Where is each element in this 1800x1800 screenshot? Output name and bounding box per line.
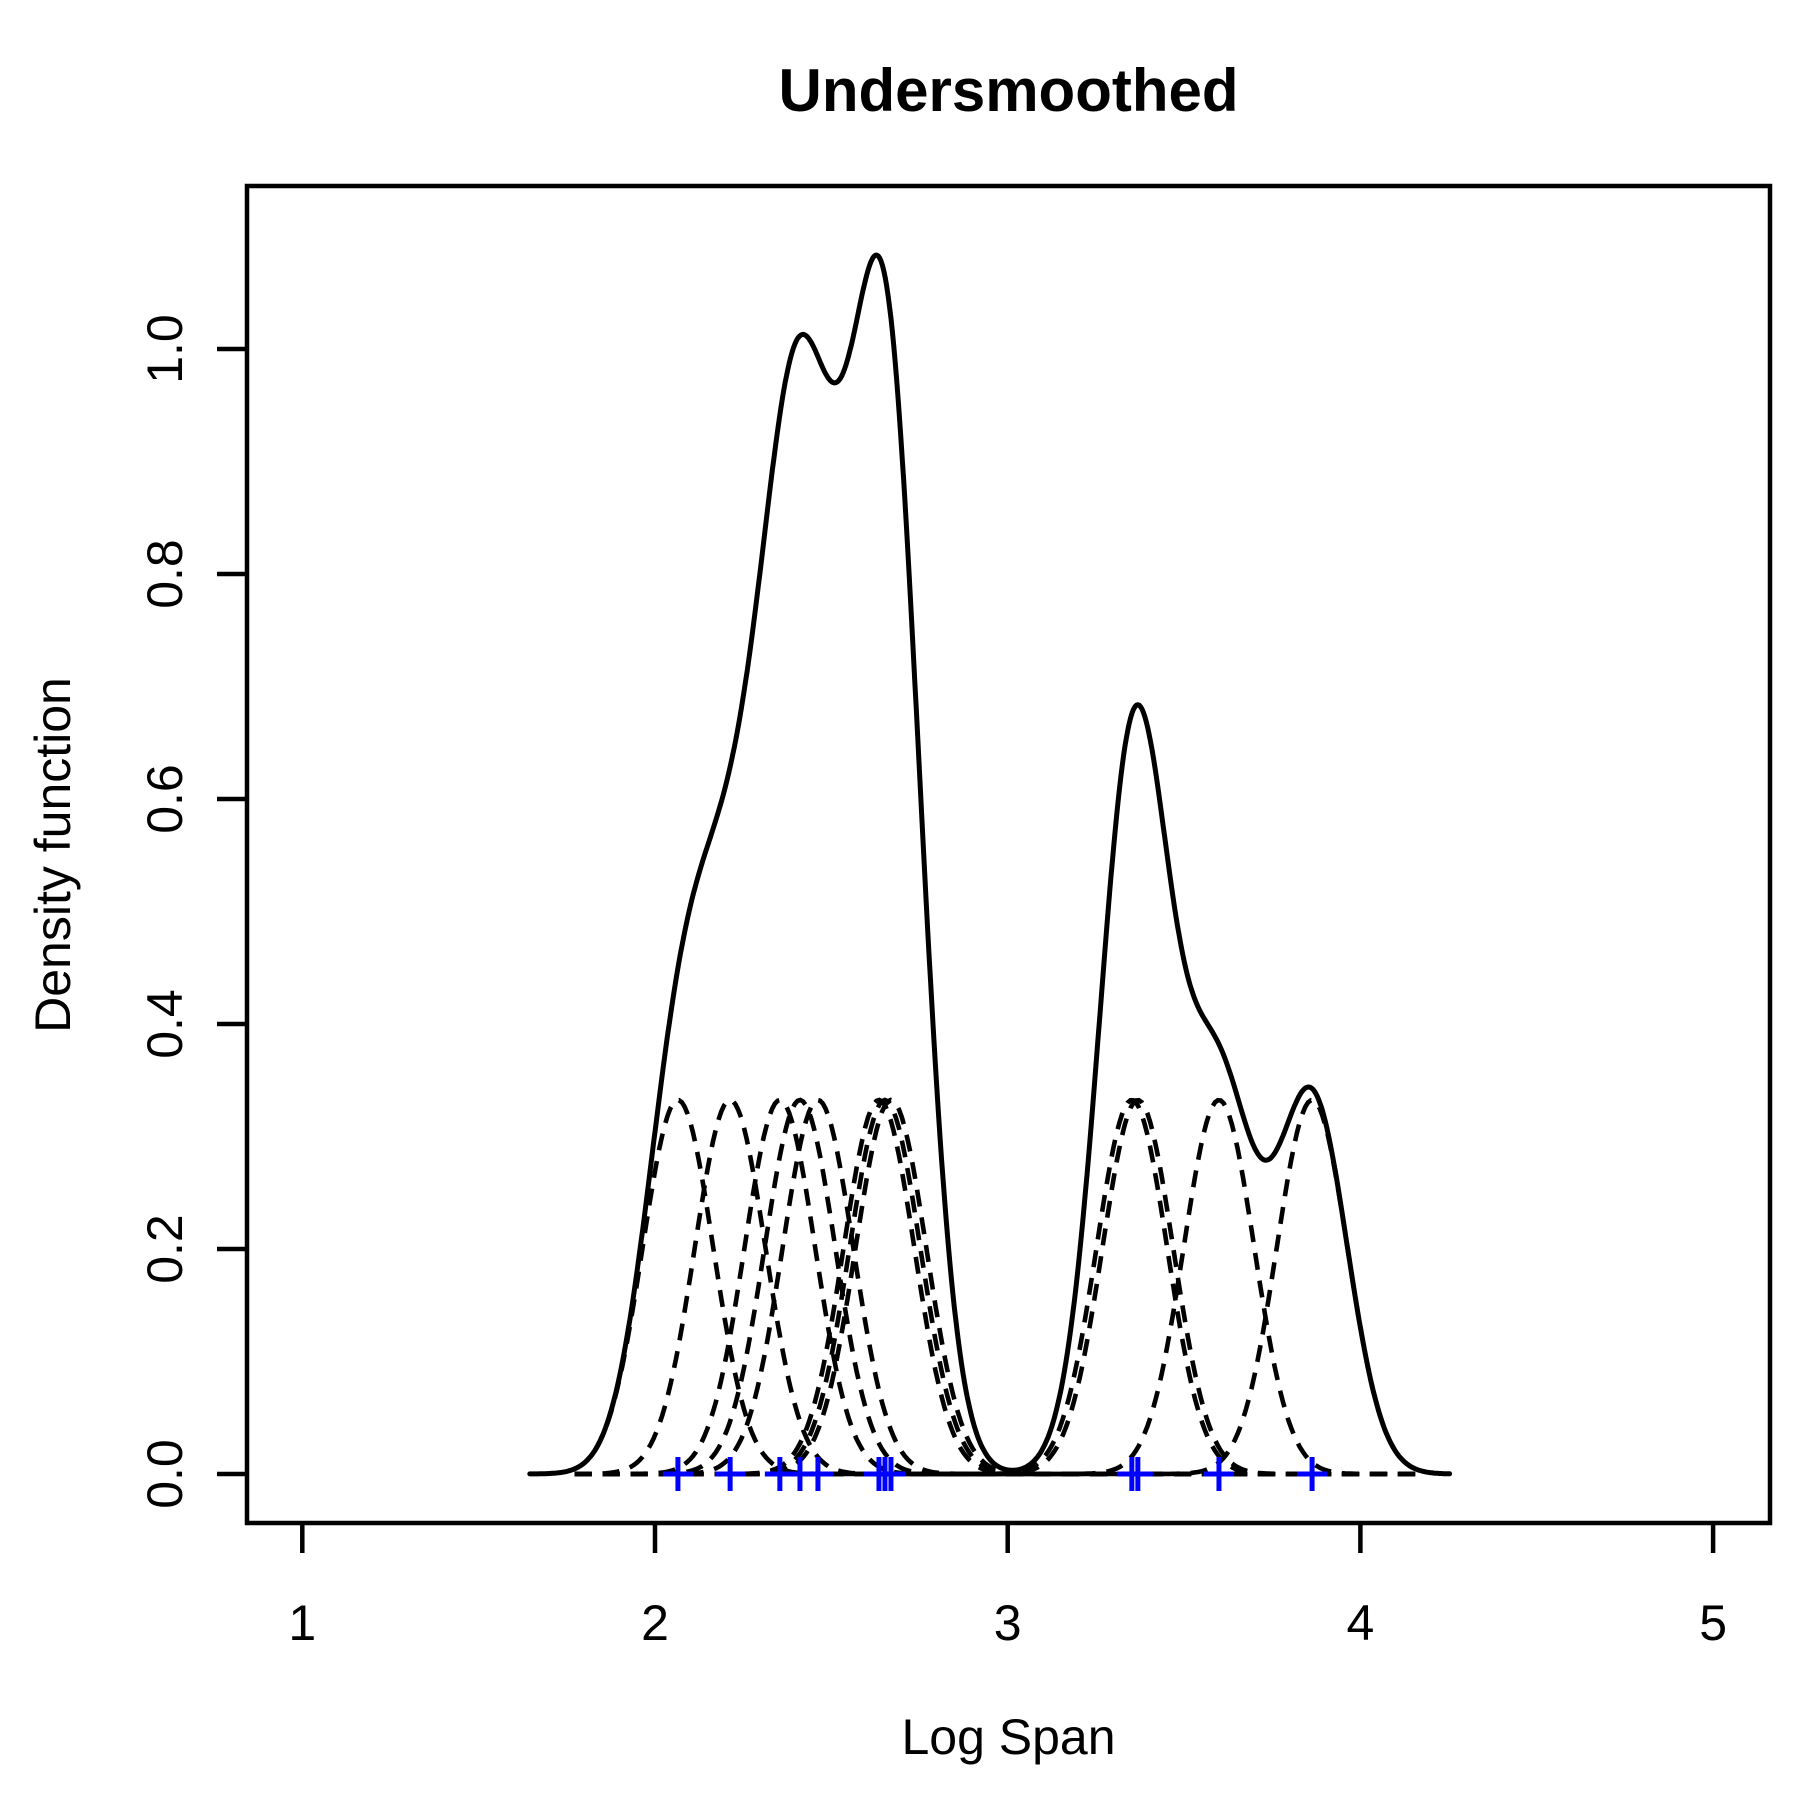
kernel-curve	[574, 1097, 1417, 1477]
x-tick-label: 4	[1346, 1595, 1374, 1651]
y-tick-label: 0.0	[137, 1439, 193, 1509]
x-axis-title: Log Span	[901, 1709, 1116, 1765]
y-tick-label: 0.6	[137, 764, 193, 834]
density-curve	[527, 252, 1453, 1477]
x-tick-label: 1	[288, 1595, 316, 1651]
kernel-curve	[574, 1097, 1416, 1477]
kernel-curve	[574, 1097, 1416, 1477]
plot-box	[244, 183, 1773, 1526]
x-tick-label: 2	[641, 1595, 669, 1651]
y-tick-label: 0.8	[137, 539, 193, 609]
y-tick-label: 0.2	[137, 1214, 193, 1284]
kernel-curve	[574, 1097, 1416, 1477]
y-tick-label: 0.4	[137, 989, 193, 1059]
kernel-curve	[574, 1097, 1416, 1477]
x-tick-label: 5	[1699, 1595, 1727, 1651]
chart-title: Undersmoothed	[778, 57, 1239, 124]
x-tick-label: 3	[994, 1595, 1022, 1651]
kernel-curve	[574, 1097, 1416, 1477]
y-tick-label: 1.0	[137, 314, 193, 384]
